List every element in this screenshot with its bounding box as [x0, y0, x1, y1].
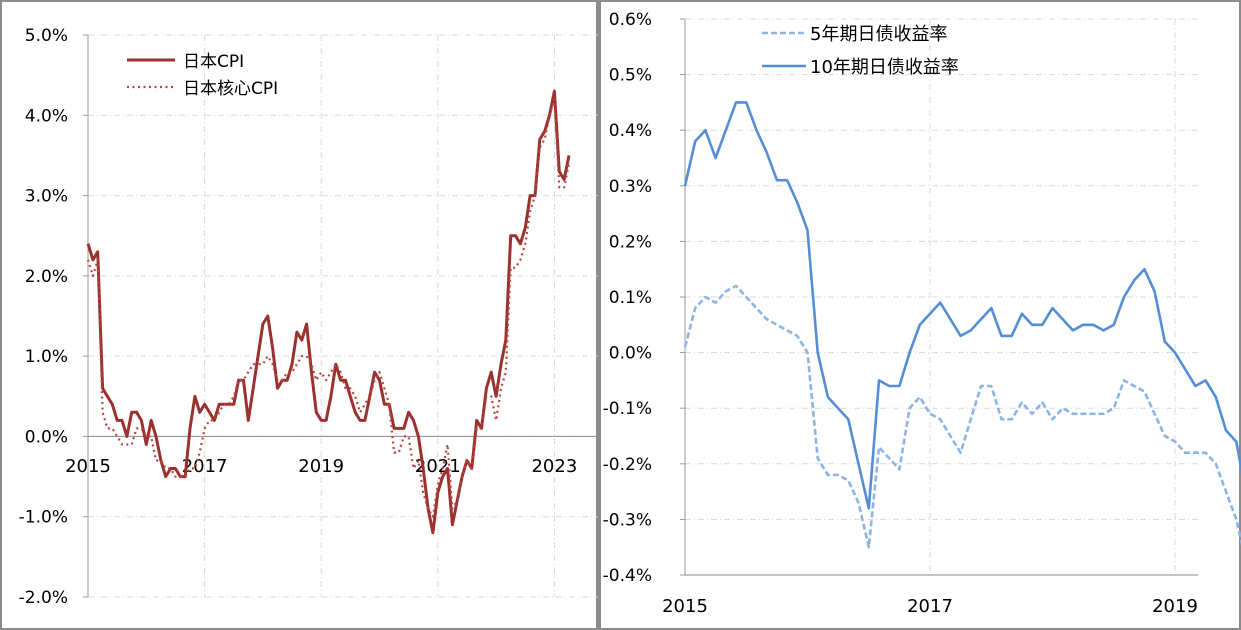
y-tick-label: 0.2% [609, 232, 652, 252]
y-tick-label: 0.0% [609, 344, 652, 364]
y-tick-label: -0.4% [603, 566, 652, 586]
series-line-1 [86, 89, 571, 535]
x-tick-label: 2019 [298, 456, 344, 477]
series-line-2 [683, 101, 1241, 510]
y-tick-label: 3.0% [25, 187, 68, 207]
y-tick-label: 0.1% [609, 288, 652, 308]
chart-1: 5.0%4.0%3.0%2.0%1.0%0.0%-1.0%-2.0%2015 20… [19, 26, 598, 608]
legend-label: 10年期日债收益率 [810, 57, 959, 78]
series-line-2 [86, 98, 571, 518]
y-tick-label: 0.4% [609, 121, 652, 141]
x-tick-label: 2017 [182, 456, 228, 477]
y-tick-label: 2.0% [25, 267, 68, 287]
y-tick-label: -0.3% [603, 510, 652, 530]
cpi-chart-panel [0, 0, 598, 630]
x-tick-label: 2023 [531, 456, 577, 477]
series-line-1 [683, 284, 1241, 549]
x-tick-label: 2017 [907, 596, 953, 617]
y-tick-label: 4.0% [25, 106, 68, 126]
y-tick-label: 5.0% [25, 26, 68, 46]
y-tick-label: 0.3% [609, 177, 652, 197]
legend-label: 5年期日债收益率 [810, 24, 947, 45]
x-tick-label: 2015 [662, 596, 708, 617]
y-tick-label: 1.0% [25, 347, 68, 367]
y-tick-label: -2.0% [19, 588, 68, 608]
x-tick-label: 2019 [1152, 596, 1198, 617]
y-tick-label: 0.5% [609, 66, 652, 86]
legend-label: 日本CPI [183, 52, 244, 72]
legend-label: 日本核心CPI [183, 79, 278, 99]
chart-2: 0.6% 0.5% 0.4% 0.3% 0.2% 0.1% 0.0% -0.1% -0.2% -0… [603, 10, 1241, 617]
bond-yield-chart-panel [598, 0, 1241, 630]
y-tick-label: -1.0% [19, 508, 68, 528]
y-tick-label: -0.2% [603, 455, 652, 475]
y-tick-label: 0.6% [609, 10, 652, 30]
y-tick-label: -0.1% [603, 399, 652, 419]
y-tick-label: 0.0% [25, 427, 68, 447]
